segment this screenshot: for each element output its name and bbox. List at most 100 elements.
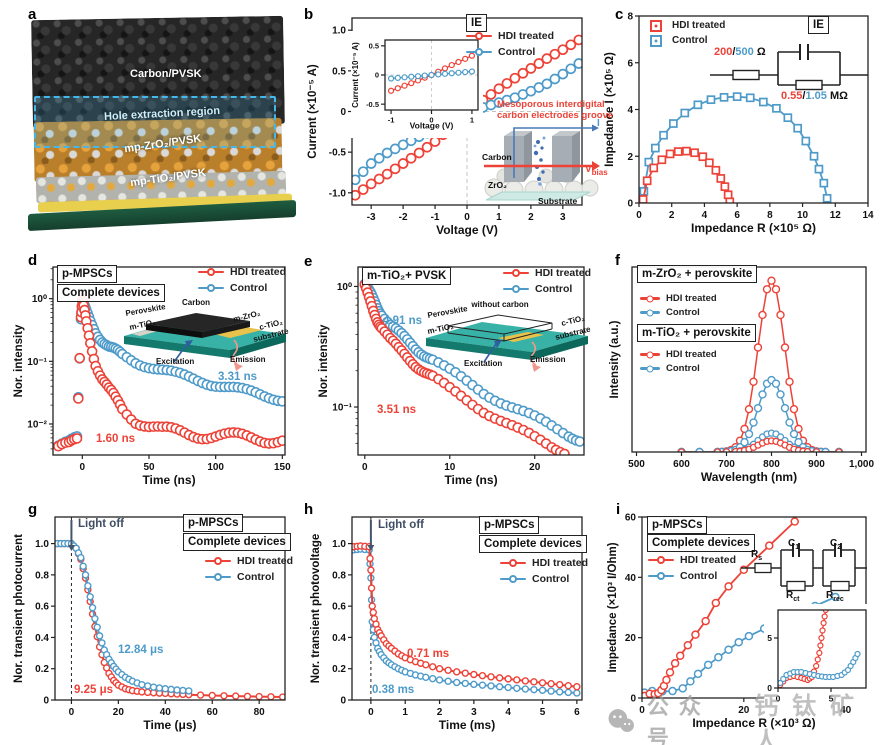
svg-text:6: 6 (627, 58, 633, 69)
annotation-line1: Mesoporous interdigital (497, 99, 605, 110)
annotation-line2: carbon electrodes groove (497, 110, 614, 121)
svg-text:6: 6 (734, 210, 740, 221)
svg-text:5: 5 (829, 694, 834, 704)
svg-text:0: 0 (375, 71, 379, 80)
panel-b-legend: HDI treated Control (466, 30, 554, 58)
svg-text:14: 14 (862, 210, 874, 221)
svg-text:600: 600 (673, 459, 690, 470)
panel-e-tau-hdi: 3.51 ns (377, 404, 416, 416)
svg-text:4: 4 (505, 707, 511, 718)
label-emission: Emission (530, 355, 566, 364)
panel-letter-i: i (616, 501, 621, 518)
panel-g-legend: HDI treated Control (205, 555, 293, 583)
panel-d-tau-hdi: 1.60 ns (96, 433, 135, 445)
legend-item-control: Control (466, 46, 554, 58)
svg-text:0.8: 0.8 (35, 570, 49, 581)
svg-text:Impedance R (×10³ Ω): Impedance R (×10³ Ω) (692, 716, 815, 730)
panel-g-light-off-label: Light off (78, 518, 124, 530)
legend-item-control: Control (503, 283, 591, 295)
legend-label: Control (672, 35, 708, 46)
svg-text:-1: -1 (388, 116, 395, 125)
legend-label: Control (230, 282, 268, 294)
panel-f-tag-zro2: m-ZrO₂ + perovskite (637, 265, 758, 283)
svg-text:Nor. intensity: Nor. intensity (13, 324, 25, 397)
control-marker-icon (648, 571, 674, 582)
panel-h-light-off-label: Light off (378, 519, 424, 531)
svg-text:10⁰: 10⁰ (337, 282, 352, 293)
emission-arrow (232, 339, 239, 366)
control-marker-icon (640, 363, 660, 374)
legend-label: HDI treated (535, 267, 592, 279)
svg-text:10: 10 (797, 210, 809, 221)
svg-text:Impedance I (×10⁵ Ω): Impedance I (×10⁵ Ω) (604, 52, 616, 167)
legend-label: Control (532, 573, 570, 585)
control-marker-icon (503, 284, 529, 295)
svg-text:Wavelength (nm): Wavelength (nm) (701, 470, 797, 484)
svg-text:800: 800 (763, 459, 780, 470)
svg-text:0: 0 (639, 705, 645, 716)
panel-letter-h: h (304, 501, 314, 518)
svg-text:12: 12 (830, 210, 842, 221)
svg-text:1: 1 (470, 116, 474, 125)
svg-text:Voltage (V): Voltage (V) (436, 223, 498, 237)
panel-e-tau-control: 4.91 ns (383, 315, 422, 327)
current-path-line (513, 127, 592, 178)
rs-resistor (754, 562, 772, 574)
svg-text:0: 0 (627, 199, 633, 210)
panel-c-legend: HDI treated Control (646, 19, 725, 47)
watermark-text-2: 钙钛矿人 (754, 693, 869, 745)
svg-text:1: 1 (402, 707, 408, 718)
legend-item-control: Control (646, 34, 725, 47)
svg-text:0.6: 0.6 (332, 602, 346, 613)
svg-text:20: 20 (529, 462, 541, 473)
control-marker-icon (205, 572, 231, 583)
hdi-marker-icon (500, 558, 526, 569)
svg-text:500: 500 (628, 459, 645, 470)
label-substrate: Substrate (538, 196, 577, 206)
svg-text:10⁰: 10⁰ (32, 294, 47, 305)
svg-text:1: 1 (496, 212, 502, 223)
control-marker-icon (466, 47, 492, 58)
legend-label: HDI treated (680, 554, 737, 566)
panel-f-legend-tio2: HDI treated Control (640, 349, 717, 374)
panel-g-tau-hdi: 9.25 μs (74, 684, 114, 696)
svg-text:8: 8 (627, 12, 633, 23)
svg-text:20: 20 (625, 633, 637, 644)
svg-text:0: 0 (767, 683, 772, 693)
control-marker-icon (500, 574, 526, 585)
panel-b-current-label: I (597, 118, 600, 129)
label-emission: Emission (230, 355, 266, 364)
svg-text:0: 0 (630, 694, 636, 705)
svg-text:0: 0 (776, 694, 781, 704)
panel-letter-e: e (304, 253, 313, 270)
svg-text:Impedance R (×10⁵ Ω): Impedance R (×10⁵ Ω) (691, 221, 816, 235)
panel-b-vbias-label: Vbias (585, 164, 608, 177)
panel-a-device-schematic: Carbon/PVSK Hole extraction region mp-Zr… (12, 10, 296, 238)
control-square-marker-icon (646, 34, 666, 47)
legend-item-hdi: HDI treated (503, 267, 591, 279)
svg-text:2: 2 (669, 210, 675, 221)
svg-text:8: 8 (767, 210, 773, 221)
svg-text:0: 0 (43, 696, 49, 707)
svg-text:3: 3 (560, 212, 566, 223)
carbon-slab (146, 313, 250, 332)
svg-text:Intensity (a.u.): Intensity (a.u.) (609, 320, 621, 398)
svg-text:0: 0 (368, 707, 374, 718)
legend-label: Control (680, 570, 718, 582)
svg-text:5: 5 (540, 707, 546, 718)
panel-c-series-resistance: 200/500 Ω (714, 46, 766, 58)
svg-text:0.4: 0.4 (35, 633, 49, 644)
svg-text:0: 0 (362, 462, 368, 473)
svg-text:150: 150 (274, 462, 291, 473)
label-excitation: Excitation (464, 359, 502, 368)
legend-label: HDI treated (666, 293, 717, 304)
svg-text:Time (μs): Time (μs) (143, 718, 196, 732)
svg-text:80: 80 (254, 707, 266, 718)
label-carbon: Carbon (182, 298, 210, 307)
svg-text:2: 2 (437, 707, 443, 718)
watermark-text-1: 公众号 (646, 694, 711, 745)
svg-text:60: 60 (625, 513, 637, 524)
panel-h-tau-control: 0.38 ms (372, 684, 415, 696)
panel-g-tag-devices: Complete devices (183, 533, 291, 551)
